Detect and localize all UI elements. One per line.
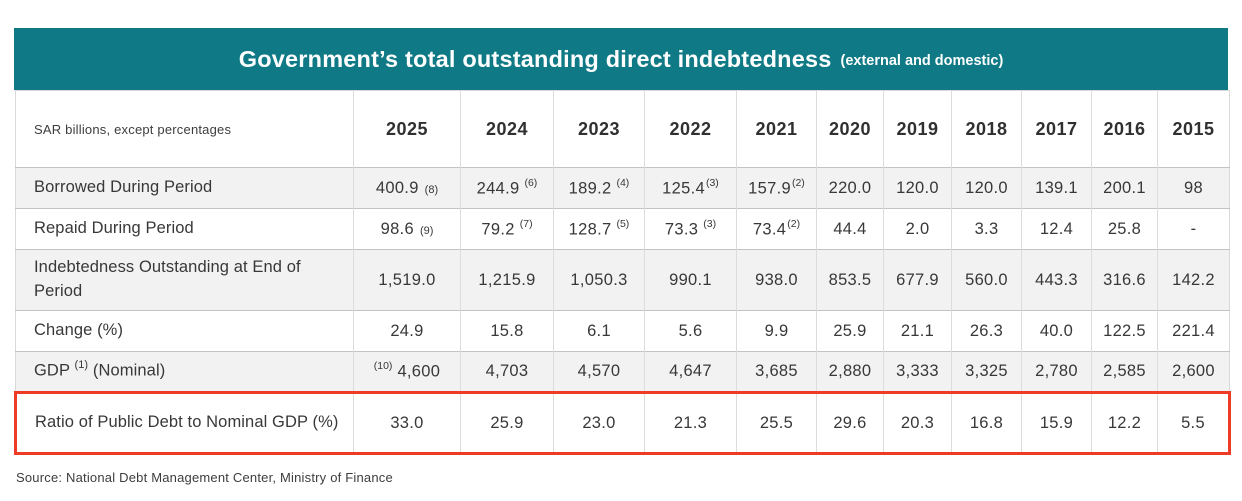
- table-row: Borrowed During Period 400.9 (8) 244.9 (6) 18…: [15, 167, 1230, 209]
- data-cell: 2,780: [1021, 351, 1092, 393]
- data-cell: 4,647: [644, 351, 737, 393]
- data-cell: 120.0: [883, 167, 952, 209]
- data-cell: (10) 4,600: [353, 351, 461, 393]
- data-cell: 98.6 (9): [353, 208, 461, 250]
- data-cell: -: [1157, 208, 1230, 250]
- row-label: Borrowed During Period: [15, 167, 354, 209]
- data-cell: 2.0: [883, 208, 952, 250]
- table-row: Change (%) 24.9 15.8 6.1 5.6 9.9 25.9 21.1 26.3 4…: [15, 310, 1230, 352]
- data-cell: 443.3: [1021, 249, 1092, 311]
- data-cell: 15.8: [460, 310, 554, 352]
- table-row: GDP (1) (Nominal) (10) 4,600 4,703 4,570 4,64…: [15, 351, 1230, 393]
- ratio-row-highlight: Ratio of Public Debt to Nominal GDP (%) 3…: [14, 391, 1231, 455]
- table-row: Indebtedness Outstanding at End of Perio…: [15, 249, 1230, 311]
- data-cell: 120.0: [951, 167, 1022, 209]
- data-cell: 122.5: [1091, 310, 1158, 352]
- data-cell: 26.3: [951, 310, 1022, 352]
- table-row: Repaid During Period 98.6 (9) 79.2 (7) 128.7(…: [15, 208, 1230, 250]
- data-cell: 1,215.9: [460, 249, 554, 311]
- data-cell: 5.5: [1157, 391, 1231, 455]
- data-cell: 3,333: [883, 351, 952, 393]
- data-cell: 24.9: [353, 310, 461, 352]
- year-header: 2018: [951, 90, 1022, 168]
- data-cell: 2,880: [816, 351, 884, 393]
- data-cell: 938.0: [736, 249, 817, 311]
- data-cell: 12.4: [1021, 208, 1092, 250]
- data-cell: 6.1: [553, 310, 645, 352]
- year-header: 2015: [1157, 90, 1230, 168]
- data-cell: 73.4(2): [736, 208, 817, 250]
- data-cell: 853.5: [816, 249, 884, 311]
- data-cell: 221.4: [1157, 310, 1230, 352]
- year-header: 2022: [644, 90, 737, 168]
- year-header: 2023: [553, 90, 645, 168]
- data-cell: 25.9: [460, 391, 554, 455]
- year-header: 2020: [816, 90, 884, 168]
- table-title-banner: Government’s total outstanding direct in…: [14, 28, 1228, 90]
- row-label: Ratio of Public Debt to Nominal GDP (%): [14, 391, 354, 455]
- data-cell: 128.7 (5): [553, 208, 645, 250]
- data-cell: 29.6: [816, 391, 884, 455]
- data-cell: 200.1: [1091, 167, 1158, 209]
- data-cell: 3,325: [951, 351, 1022, 393]
- data-cell: 25.8: [1091, 208, 1158, 250]
- data-cell: 157.9(2): [736, 167, 817, 209]
- data-cell: 316.6: [1091, 249, 1158, 311]
- data-cell: 189.2 (4): [553, 167, 645, 209]
- data-cell: 73.3 (3): [644, 208, 737, 250]
- data-cell: 79.2 (7): [460, 208, 554, 250]
- data-cell: 244.9 (6): [460, 167, 554, 209]
- data-cell: 21.1: [883, 310, 952, 352]
- page: Government’s total outstanding direct in…: [14, 28, 1231, 485]
- indebtedness-table: SAR billions, except percentages 2025 2024…: [14, 90, 1231, 455]
- data-cell: 4,570: [553, 351, 645, 393]
- data-cell: 98: [1157, 167, 1230, 209]
- data-cell: 15.9: [1021, 391, 1092, 455]
- data-cell: 3.3: [951, 208, 1022, 250]
- data-cell: 4,703: [460, 351, 554, 393]
- data-cell: 33.0: [353, 391, 461, 455]
- data-cell: 20.3: [883, 391, 952, 455]
- table-subtitle: (external and domestic): [840, 53, 1004, 69]
- year-header: 2016: [1091, 90, 1158, 168]
- data-cell: 139.1: [1021, 167, 1092, 209]
- year-header-row: SAR billions, except percentages 2025 2024…: [15, 90, 1230, 168]
- source-note: Source: National Debt Management Center,…: [16, 470, 393, 485]
- data-cell: 220.0: [816, 167, 884, 209]
- year-header: 2021: [736, 90, 817, 168]
- year-header: 2017: [1021, 90, 1092, 168]
- row-label: Repaid During Period: [15, 208, 354, 250]
- row-label: GDP (1) (Nominal): [15, 351, 354, 393]
- data-cell: 23.0: [553, 391, 645, 455]
- data-cell: 990.1: [644, 249, 737, 311]
- data-cell: 21.3: [644, 391, 737, 455]
- data-cell: 25.9: [816, 310, 884, 352]
- data-cell: 2,600: [1157, 351, 1230, 393]
- data-cell: 1,050.3: [553, 249, 645, 311]
- data-cell: 12.2: [1091, 391, 1158, 455]
- table-title: Government’s total outstanding direct in…: [238, 45, 832, 72]
- data-cell: 9.9: [736, 310, 817, 352]
- data-cell: 40.0: [1021, 310, 1092, 352]
- row-label: Change (%): [15, 310, 354, 352]
- year-header: 2019: [883, 90, 952, 168]
- data-cell: 2,585: [1091, 351, 1158, 393]
- data-cell: 16.8: [951, 391, 1022, 455]
- data-cell: 142.2: [1157, 249, 1230, 311]
- data-cell: 1,519.0: [353, 249, 461, 311]
- data-cell: 3,685: [736, 351, 817, 393]
- data-cell: 44.4: [816, 208, 884, 250]
- data-cell: 25.5: [736, 391, 817, 455]
- data-cell: 125.4(3): [644, 167, 737, 209]
- units-label: SAR billions, except percentages: [15, 90, 354, 168]
- data-cell: 400.9 (8): [353, 167, 461, 209]
- data-cell: 677.9: [883, 249, 952, 311]
- data-cell: 560.0: [951, 249, 1022, 311]
- data-cell: 5.6: [644, 310, 737, 352]
- year-header: 2024: [460, 90, 554, 168]
- row-label: Indebtedness Outstanding at End of Perio…: [15, 249, 354, 311]
- year-header: 2025: [353, 90, 461, 168]
